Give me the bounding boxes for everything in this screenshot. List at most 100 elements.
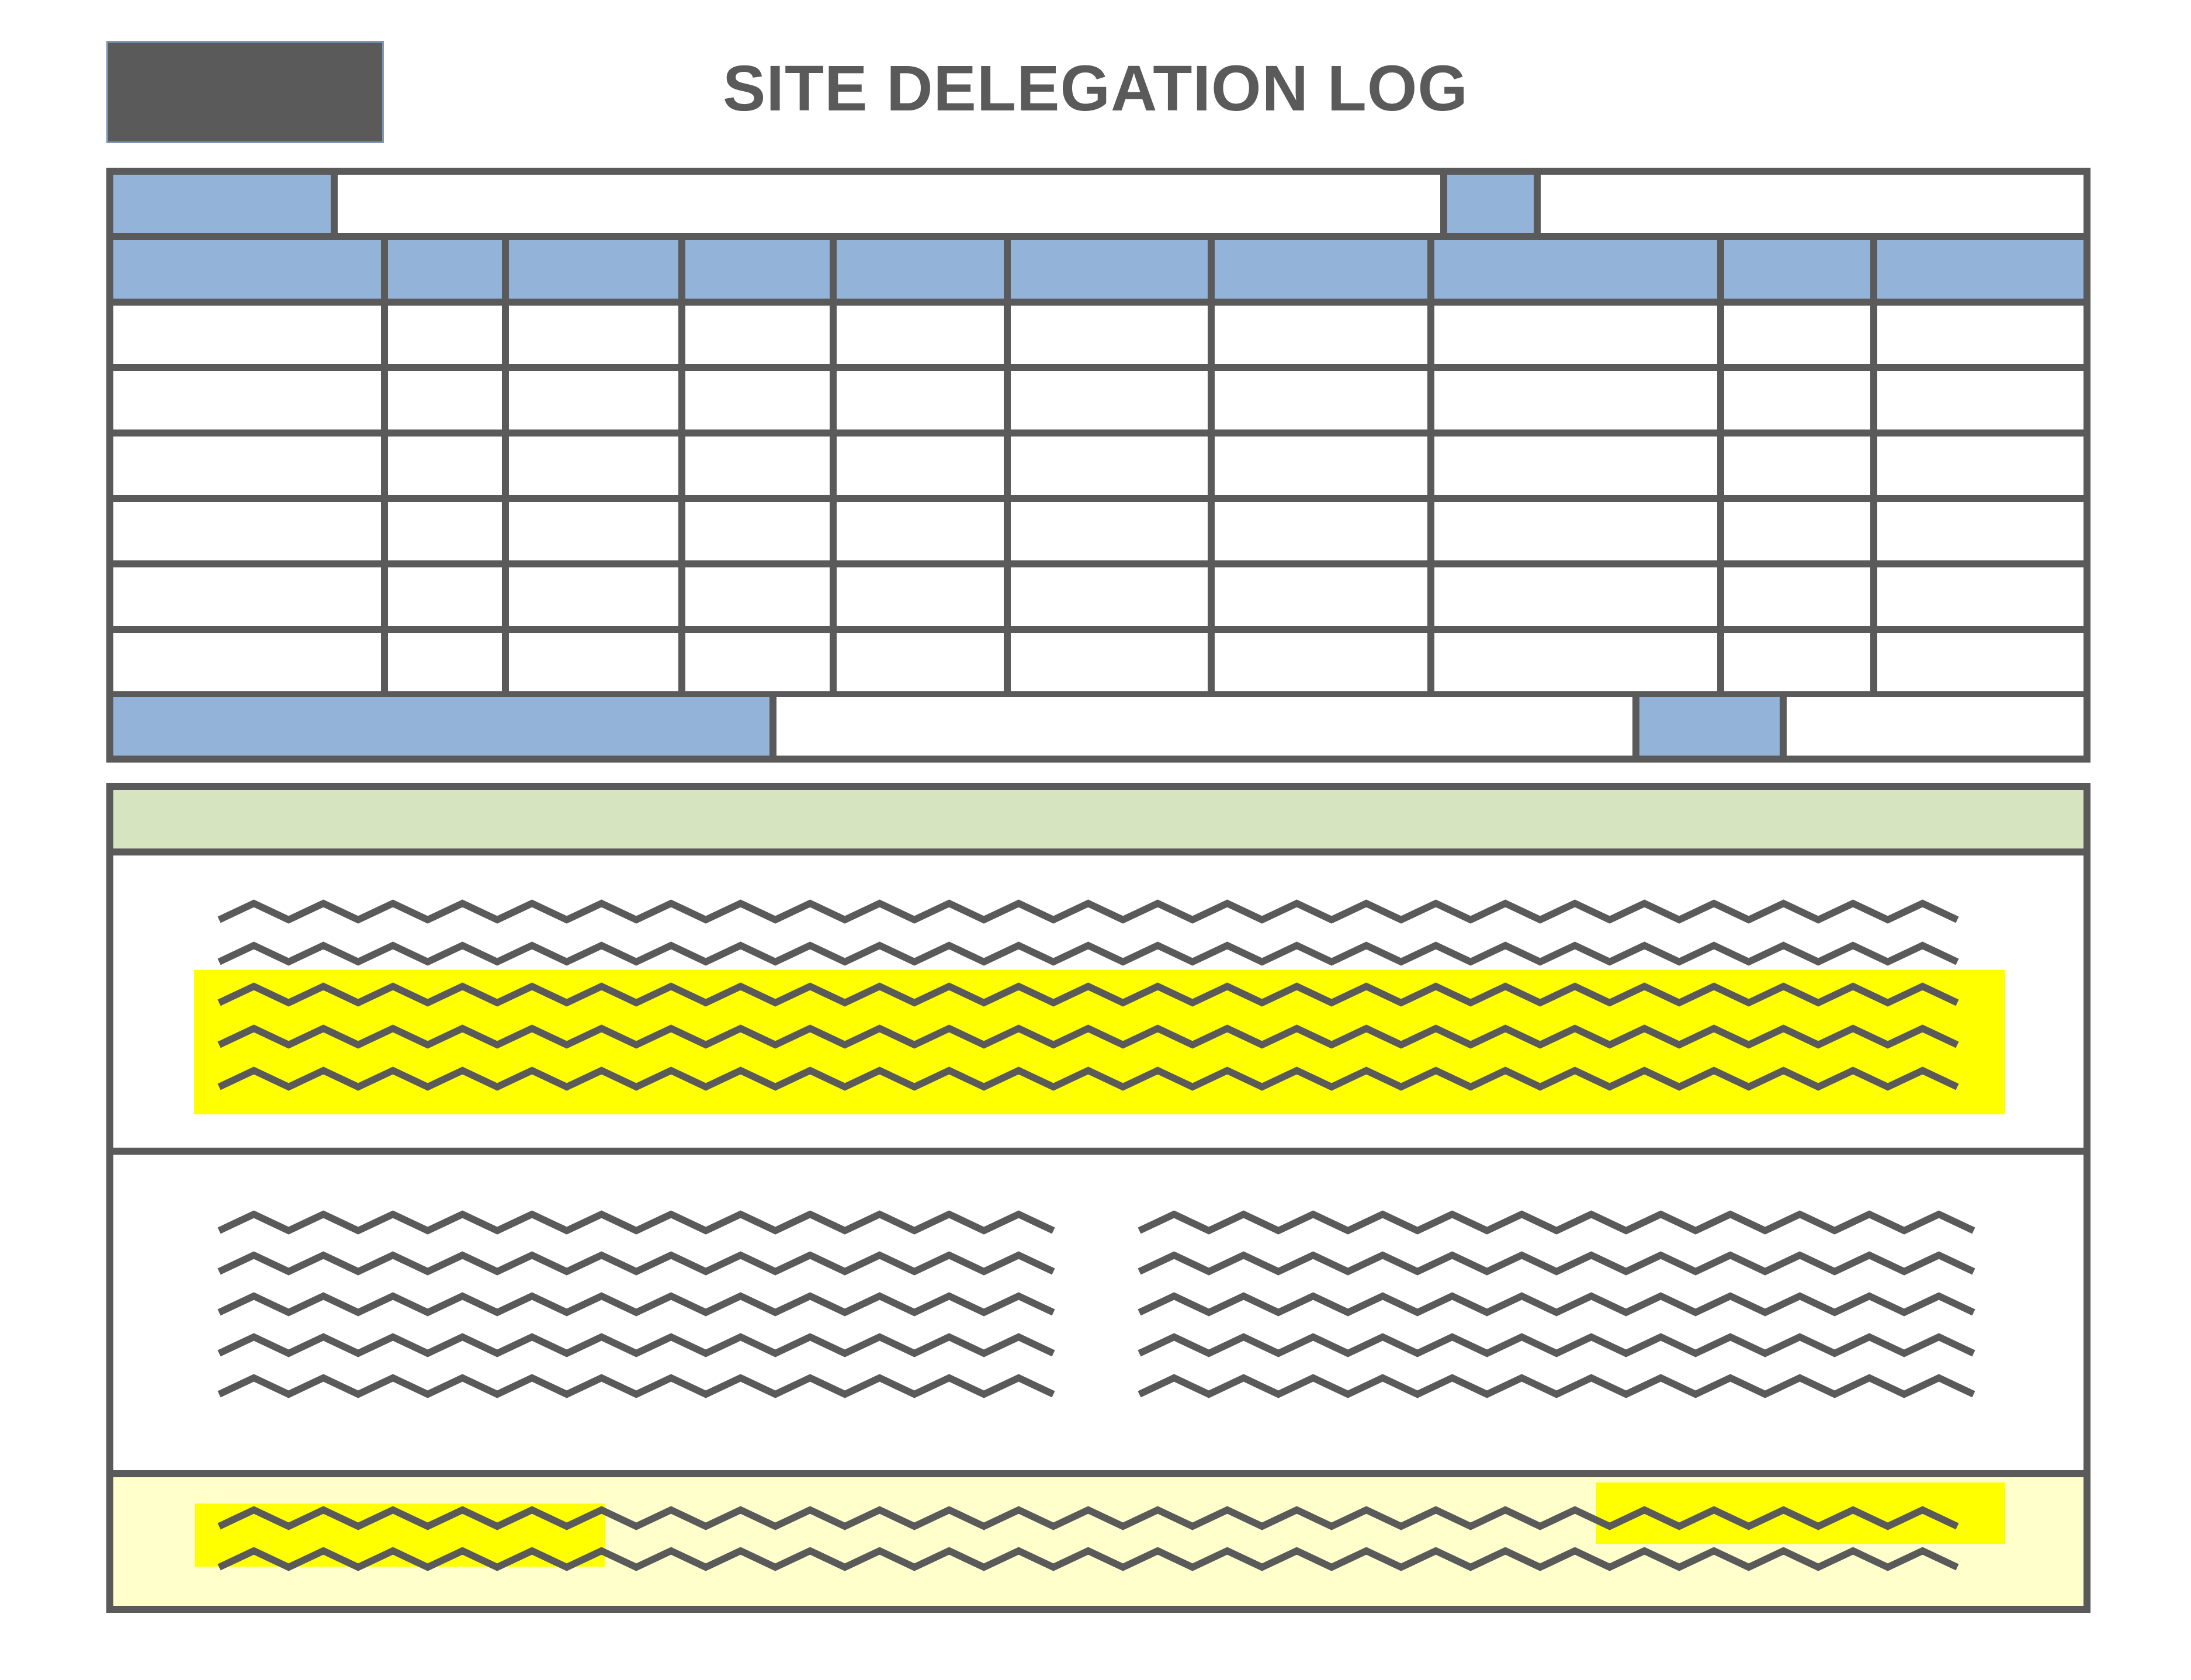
table-cell[interactable] [685, 633, 830, 691]
table-cell[interactable] [1011, 437, 1208, 495]
table-cell[interactable] [509, 437, 678, 495]
table-cell[interactable] [1434, 502, 1717, 560]
table-cell[interactable] [837, 502, 1004, 560]
table-cell[interactable] [685, 567, 830, 626]
table-cell[interactable] [1434, 633, 1717, 691]
table-cell[interactable] [685, 437, 830, 495]
column-header-5 [837, 240, 1004, 299]
table-cell[interactable] [1434, 306, 1717, 364]
divider [381, 240, 388, 691]
table-cell[interactable] [837, 371, 1004, 429]
table-cell[interactable] [1877, 633, 2083, 691]
table-cell[interactable] [113, 371, 381, 429]
table-cell[interactable] [388, 437, 502, 495]
divider [1208, 240, 1215, 691]
divider [113, 233, 2083, 240]
table-cell[interactable] [1011, 567, 1208, 626]
date-label-cell [1639, 697, 1780, 756]
divider [1004, 240, 1011, 691]
table-cell[interactable] [509, 306, 678, 364]
table-cell[interactable] [837, 633, 1004, 691]
divider [113, 364, 2083, 371]
table-cell[interactable] [1724, 567, 1870, 626]
table-cell[interactable] [1434, 371, 1717, 429]
table-cell[interactable] [1215, 306, 1427, 364]
table-cell[interactable] [1877, 371, 2083, 429]
divider [678, 240, 685, 691]
table-cell[interactable] [837, 306, 1004, 364]
table-cell[interactable] [1724, 371, 1870, 429]
divider [113, 690, 2083, 697]
column-header-2 [388, 240, 502, 299]
table-cell[interactable] [1215, 502, 1427, 560]
table-cell[interactable] [509, 567, 678, 626]
divider [1440, 175, 1447, 233]
table-cell[interactable] [1215, 567, 1427, 626]
table-cell[interactable] [1877, 502, 2083, 560]
divider [1717, 240, 1724, 691]
table-cell[interactable] [1011, 502, 1208, 560]
number-label-cell [1447, 175, 1534, 233]
column-header-9 [1724, 240, 1870, 299]
table-cell[interactable] [113, 437, 381, 495]
table-cell[interactable] [1011, 306, 1208, 364]
table-cell[interactable] [685, 371, 830, 429]
table-cell[interactable] [113, 502, 381, 560]
table-cell[interactable] [1434, 437, 1717, 495]
table-cell[interactable] [113, 306, 381, 364]
table-cell[interactable] [1011, 371, 1208, 429]
table-cell[interactable] [1724, 502, 1870, 560]
table-cell[interactable] [1434, 567, 1717, 626]
table-cell[interactable] [509, 371, 678, 429]
column-header-10 [1877, 240, 2083, 299]
table-cell[interactable] [1724, 633, 1870, 691]
instructions-panel [106, 783, 2091, 1613]
divider [113, 429, 2083, 437]
table-cell[interactable] [685, 502, 830, 560]
site-name-field[interactable] [338, 175, 1440, 233]
table-cell[interactable] [837, 437, 1004, 495]
table-cell[interactable] [509, 502, 678, 560]
table-cell[interactable] [1877, 306, 2083, 364]
divider [113, 299, 2083, 306]
table-cell[interactable] [1215, 371, 1427, 429]
table-cell[interactable] [388, 633, 502, 691]
divider [769, 697, 776, 756]
divider [502, 240, 509, 691]
table-cell[interactable] [1215, 437, 1427, 495]
table-cell[interactable] [388, 567, 502, 626]
table-cell[interactable] [837, 567, 1004, 626]
table-cell[interactable] [685, 306, 830, 364]
table-cell[interactable] [388, 502, 502, 560]
date-field[interactable] [1787, 697, 2083, 756]
column-header-7 [1215, 240, 1427, 299]
number-field[interactable] [1541, 175, 2083, 233]
column-header-6 [1011, 240, 1208, 299]
table-cell[interactable] [388, 306, 502, 364]
table-cell[interactable] [113, 633, 381, 691]
table-cell[interactable] [1011, 633, 1208, 691]
table-cell[interactable] [1724, 306, 1870, 364]
table-cell[interactable] [1877, 437, 2083, 495]
table-cell[interactable] [1215, 633, 1427, 691]
column-header-8 [1434, 240, 1717, 299]
table-cell[interactable] [113, 567, 381, 626]
table-cell[interactable] [388, 371, 502, 429]
table-cell[interactable] [1724, 437, 1870, 495]
table-cell[interactable] [1877, 567, 2083, 626]
signature-field[interactable] [776, 697, 1632, 756]
table-cell[interactable] [509, 633, 678, 691]
